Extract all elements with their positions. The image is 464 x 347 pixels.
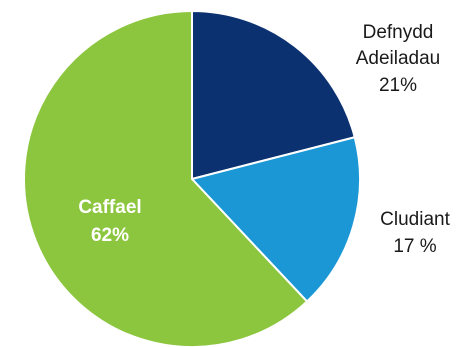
label-caffael-value: 62% [91,225,129,246]
svg-text:Caffael: Caffael [78,197,141,218]
label-caffael: Caffael 62% [78,197,141,246]
svg-text:Defnydd: Defnydd [363,22,434,43]
pie-slices [23,9,361,347]
label-cludiant: Cludiant 17 % [380,209,450,257]
label-defnydd-adeiladau-line-1: Defnydd [363,22,434,43]
label-defnydd-adeiladau-value: 21% [379,75,417,96]
label-cludiant-value: 17 % [393,236,436,257]
label-defnydd-adeiladau-line-2: Adeiladau [356,48,441,69]
pie-slice-cludiant [190,136,361,303]
svg-text:17 %: 17 % [393,236,436,257]
label-defnydd-adeiladau: Defnydd Adeiladau 21% [356,22,441,96]
label-caffael-line-1: Caffael [78,197,141,218]
pie-slice-defnydd-adeiladau [191,9,356,181]
svg-text:Adeiladau: Adeiladau [356,48,441,69]
svg-text:62%: 62% [91,225,129,246]
svg-text:21%: 21% [379,75,417,96]
svg-text:Cludiant: Cludiant [380,209,450,230]
label-cludiant-line-1: Cludiant [380,209,450,230]
pie-slice-caffael [23,9,309,347]
